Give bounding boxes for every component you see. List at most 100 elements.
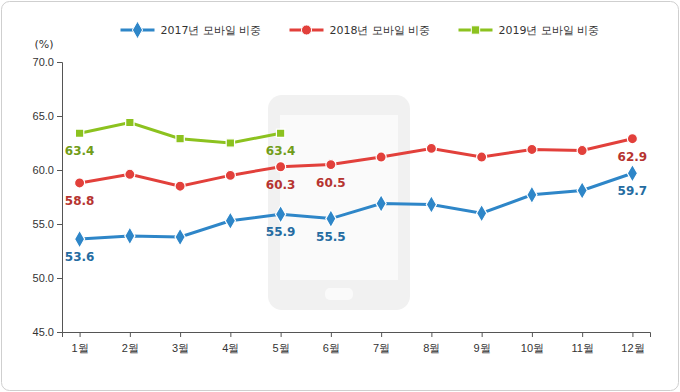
x-tick-mark	[80, 332, 81, 337]
data-label: 59.7	[618, 184, 648, 198]
series-marker	[426, 143, 436, 153]
data-label: 63.4	[266, 144, 296, 158]
x-tick-mark	[632, 332, 633, 337]
x-axis: 1월 2월 3월 4월 5월 6월 7월 8월 9월 10월 11월 12월	[63, 332, 651, 354]
x-tick: 9월	[474, 332, 491, 354]
x-tick: 8월	[423, 332, 440, 354]
series-marker	[126, 118, 134, 126]
series-marker	[577, 146, 587, 156]
y-tick: 45.0	[33, 326, 62, 338]
legend-marker	[132, 21, 142, 39]
series-marker	[225, 170, 235, 180]
series-marker	[627, 164, 637, 182]
x-tick-mark	[230, 332, 231, 337]
x-tick: 6월	[323, 332, 340, 354]
legend-marker	[471, 26, 479, 34]
x-tick-mark	[532, 332, 533, 337]
series-marker	[276, 162, 286, 172]
x-tick-mark	[431, 332, 432, 337]
series-line	[80, 122, 281, 143]
x-tick-label: 7월	[373, 342, 390, 354]
data-label: 55.5	[316, 230, 346, 244]
y-axis-title: (%)	[34, 38, 53, 51]
series-marker	[376, 152, 386, 162]
x-tick-label: 5월	[273, 342, 290, 354]
legend-item: 2019년 모바일 비중	[459, 24, 600, 37]
x-tick: 3월	[172, 332, 189, 354]
series-marker	[326, 160, 336, 170]
series-marker	[75, 178, 85, 188]
series-line	[80, 139, 633, 187]
series-marker	[226, 139, 234, 147]
legend-item: 2017년 모바일 비중	[121, 21, 262, 39]
series-marker	[175, 228, 185, 246]
x-tick-label: 2월	[122, 342, 139, 354]
y-tick: 55.0	[33, 218, 62, 230]
x-tick: 1월	[72, 332, 89, 354]
x-tick-mark	[180, 332, 181, 337]
frame	[2, 2, 679, 391]
y-tick-mark	[57, 332, 62, 333]
x-tick-mark	[130, 332, 131, 337]
legend-label: 2019년 모바일 비중	[499, 24, 600, 37]
series-marker	[75, 129, 83, 137]
x-tick-label: 1월	[72, 342, 89, 354]
series-marker	[176, 134, 184, 142]
x-tick-label: 10월	[521, 342, 544, 354]
series-marker	[577, 182, 587, 200]
series-marker	[527, 144, 537, 154]
series-marker	[376, 195, 386, 213]
series-marker	[225, 212, 235, 230]
y-tick-label: 50.0	[33, 272, 54, 284]
x-axis-line	[63, 333, 651, 338]
series-marker	[477, 204, 487, 222]
x-tick-mark	[331, 332, 332, 337]
y-tick: 50.0	[33, 272, 62, 284]
y-tick-label: 70.0	[33, 56, 54, 68]
legend-label: 2018년 모바일 비중	[330, 24, 431, 37]
y-tick-label: 45.0	[33, 326, 54, 338]
y-tick-label: 55.0	[33, 218, 54, 230]
x-tick-mark	[381, 332, 382, 337]
data-labels: 53.655.955.559.758.860.360.562.963.463.4	[65, 144, 647, 264]
data-label: 63.4	[65, 144, 95, 158]
x-tick-label: 12월	[621, 342, 644, 354]
legend-label: 2017년 모바일 비중	[161, 24, 262, 37]
series-marker	[125, 169, 135, 179]
y-tick: 60.0	[33, 164, 62, 176]
x-tick: 2월	[122, 332, 139, 354]
series-marker	[175, 181, 185, 191]
x-tick: 4월	[222, 332, 239, 354]
y-tick-mark	[57, 224, 62, 225]
y-tick: 70.0	[33, 56, 62, 68]
data-label: 58.8	[65, 194, 95, 208]
y-tick-mark	[57, 170, 62, 171]
x-tick-label: 6월	[323, 342, 340, 354]
x-tick: 10월	[521, 332, 544, 354]
x-tick-label: 9월	[474, 342, 491, 354]
x-tick-label: 8월	[423, 342, 440, 354]
x-tick-mark	[482, 332, 483, 337]
x-tick-label: 4월	[222, 342, 239, 354]
series-marker	[74, 230, 84, 248]
data-label: 60.3	[266, 178, 296, 192]
y-tick-mark	[57, 278, 62, 279]
series-marker	[276, 129, 284, 137]
chart: 45.0 50.0 55.0 60.0 65.0 70.0 (%) 1월 2월 3월 4월 5월 6월 7…	[0, 0, 680, 392]
y-tick: 65.0	[33, 110, 62, 122]
legend: 2017년 모바일 비중 2018년 모바일 비중 2019년 모바일 비중	[121, 21, 600, 39]
x-tick-mark	[281, 332, 282, 337]
series-marker	[426, 196, 436, 214]
series-marker	[477, 152, 487, 162]
series-marker	[326, 210, 336, 228]
legend-item: 2018년 모바일 비중	[290, 24, 431, 37]
x-tick: 12월	[621, 332, 644, 354]
y-tick-mark	[57, 62, 62, 63]
y-tick-label: 65.0	[33, 110, 54, 122]
x-tick-label: 11월	[571, 342, 593, 354]
x-tick-mark	[582, 332, 583, 337]
y-tick-mark	[57, 116, 62, 117]
y-tick-label: 60.0	[33, 164, 54, 176]
y-axis-line	[57, 63, 63, 333]
x-tick: 5월	[273, 332, 290, 354]
